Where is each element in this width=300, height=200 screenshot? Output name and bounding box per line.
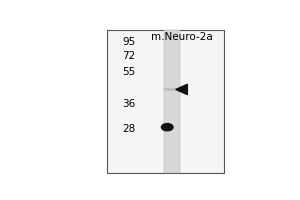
Text: 72: 72 <box>122 51 135 61</box>
Bar <box>164 30 181 173</box>
Text: 55: 55 <box>122 67 135 77</box>
Circle shape <box>161 123 174 131</box>
Bar <box>164 88 181 91</box>
Text: m.Neuro-2a: m.Neuro-2a <box>151 32 212 42</box>
Text: 36: 36 <box>122 99 135 109</box>
Polygon shape <box>176 84 187 95</box>
Text: 28: 28 <box>122 124 135 134</box>
Text: 95: 95 <box>122 37 135 47</box>
Bar <box>107 30 224 173</box>
